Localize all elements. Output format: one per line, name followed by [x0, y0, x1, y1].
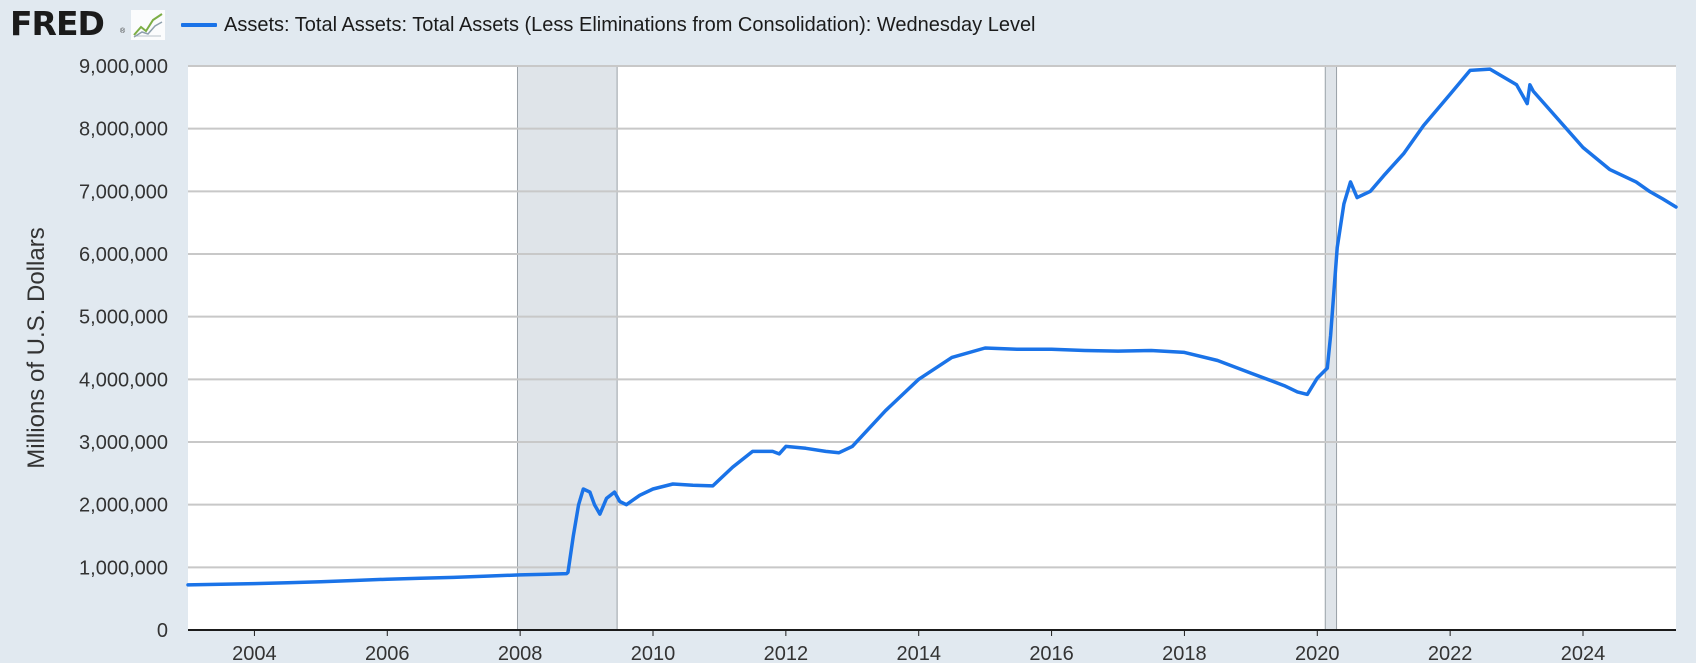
- plot-area: [188, 66, 1676, 629]
- x-tick-label: 2022: [1428, 643, 1473, 663]
- y-tick-label: 8,000,000: [79, 119, 168, 141]
- x-tick-label: 2014: [896, 643, 941, 663]
- y-tick-label: 7,000,000: [79, 181, 168, 203]
- x-tick-label: 2008: [498, 643, 543, 663]
- y-tick-label: 4,000,000: [79, 369, 168, 391]
- y-tick-label: 2,000,000: [79, 495, 168, 517]
- y-tick-label: 0: [157, 620, 168, 642]
- legend-swatch: [181, 23, 217, 27]
- x-tick-label: 2016: [1029, 643, 1074, 663]
- x-tick-label: 2004: [232, 643, 277, 663]
- x-tick-label: 2010: [631, 643, 676, 663]
- series-line-1[interactable]: [186, 67, 1678, 587]
- x-tick-label: 2020: [1295, 643, 1340, 663]
- y-tick-label: 9,000,000: [79, 56, 168, 78]
- y-tick-label: 3,000,000: [79, 432, 168, 454]
- line-chart-icon: [131, 10, 165, 40]
- y-tick-label: 1,000,000: [79, 557, 168, 579]
- x-tick-label: 2012: [764, 643, 809, 663]
- y-axis-label: Millions of U.S. Dollars: [23, 227, 50, 468]
- x-tick-label: 2024: [1561, 643, 1606, 663]
- legend-label[interactable]: Assets: Total Assets: Total Assets (Less…: [224, 14, 1036, 36]
- y-tick-label: 6,000,000: [79, 244, 168, 266]
- recession-band-1: [517, 66, 618, 630]
- x-tick-label: 2018: [1162, 643, 1207, 663]
- fred-logo[interactable]: FRED: [10, 4, 105, 43]
- registered-mark: ®: [120, 28, 126, 35]
- y-tick-label: 5,000,000: [79, 307, 168, 329]
- chart-header: FRED ® Assets: Total Assets: Total Asset…: [0, 0, 1696, 50]
- x-tick-label: 2006: [365, 643, 410, 663]
